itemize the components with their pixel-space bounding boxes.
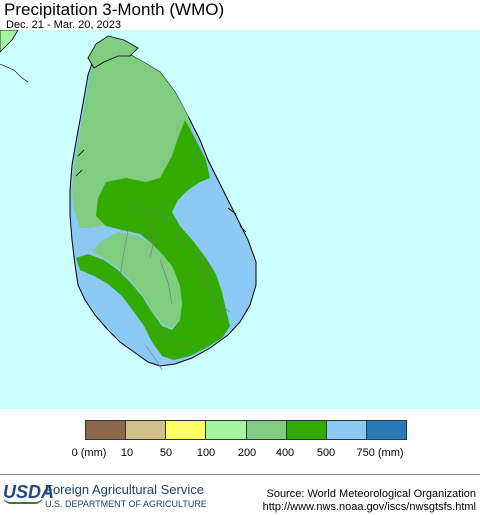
legend-label-7: 750 (mm) [356,447,404,459]
legend-label-6: 500 [316,447,336,459]
zone-200-400-central [92,232,182,328]
legend-swatch-5 [286,421,327,439]
legend-label-0: 0 (mm) [71,447,107,459]
legend-label-4: 200 [237,447,257,459]
legend-label-5: 400 [275,447,295,459]
legend-swatch-0 [86,421,127,439]
zone-200-400-north [72,50,192,228]
footer-divider [0,474,480,475]
legend-label-1: 10 [120,447,134,459]
legend-swatch-1 [126,421,167,439]
precipitation-map [0,30,480,409]
legend-label-3: 100 [196,447,216,459]
date-range: Dec. 21 - Mar. 20, 2023 [6,19,121,31]
legend-labels: 0 (mm) 10 50 100 200 400 500 750 (mm) [0,446,480,460]
department-name: U.S. DEPARTMENT OF AGRICULTURE [45,499,207,509]
legend-swatch-3 [206,421,247,439]
legend-swatch-7 [366,421,406,439]
zone-400-500-band [76,120,230,360]
data-source: Source: World Meteorological Organizatio… [266,488,476,500]
legend-swatch-2 [166,421,207,439]
usda-swoosh-icon [3,496,43,504]
source-url[interactable]: http://www.nws.noaa.gov/iscs/nwsgtsfs.ht… [262,501,476,513]
legend-swatch-6 [326,421,367,439]
jaffna-peninsula [87,35,139,69]
agency-name: Foreign Agricultural Service [45,482,204,497]
zone-spot [180,275,186,281]
sri-lanka-map-svg [0,30,257,371]
legend-label-2: 50 [159,447,173,459]
district-boundaries [119,199,231,371]
india-landmass [0,30,19,53]
map-title: Precipitation 3-Month (WMO) [4,0,225,19]
precipitation-legend [85,420,407,440]
legend-swatch-4 [246,421,287,439]
coast-islands [75,149,247,233]
india-coast-detail [0,63,29,83]
usda-logo: USDA [3,482,54,504]
